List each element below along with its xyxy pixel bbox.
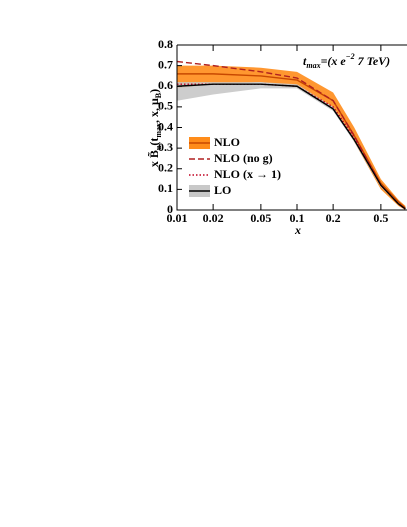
y-axis-label-part: max [154,123,163,138]
y-tick-label: 0.2 [158,161,173,175]
band [177,82,406,210]
plot-area [177,60,406,210]
y-tick-label: 0.5 [158,99,173,113]
annotation-part: 7 TeV) [355,54,391,68]
x-tick-label: 0.1 [290,211,305,225]
x-tick-label: 0.5 [373,211,388,225]
y-axis-label: x B̃u(tmax, x, μB) [147,89,164,167]
legend-label: NLO (no g) [214,151,273,165]
y-axis-label-part: x B̃ [147,150,161,167]
legend-label: LO [214,183,231,197]
legend-label: NLO (x → 1) [214,167,281,181]
annotation-part: max [306,61,320,70]
y-tick-label: 0.6 [158,78,173,92]
y-axis-label-part: ) [147,89,161,93]
line [177,83,406,210]
annotation-part: −2 [346,52,355,61]
y-tick-label: 0 [167,202,173,216]
y-tick-label: 0.3 [158,140,173,154]
x-tick-label: 0.02 [203,211,224,225]
y-tick-label: 0.4 [158,119,173,133]
annotation-part: =(x e [321,54,347,68]
y-tick-label: 0.7 [158,57,173,71]
y-axis-label-part: , x, μ [147,98,161,123]
x-axis-label: x [294,223,301,237]
y-tick-label: 0.8 [158,37,173,51]
line [177,83,406,210]
x-tick-label: 0.2 [326,211,341,225]
annotation: tmax=(x e−2 7 TeV) [303,52,390,70]
x-tick-label: 0.01 [167,211,188,225]
band [177,65,406,210]
y-tick-label: 0.1 [158,181,173,195]
y-axis-label-part: B [154,92,163,98]
y-axis-label-part: (t [147,138,161,146]
annotation-part: t [303,54,307,68]
y-axis-label-part: u [154,145,163,150]
line [177,60,406,210]
x-tick-label: 0.05 [250,211,271,225]
legend-label: NLO [214,135,240,149]
